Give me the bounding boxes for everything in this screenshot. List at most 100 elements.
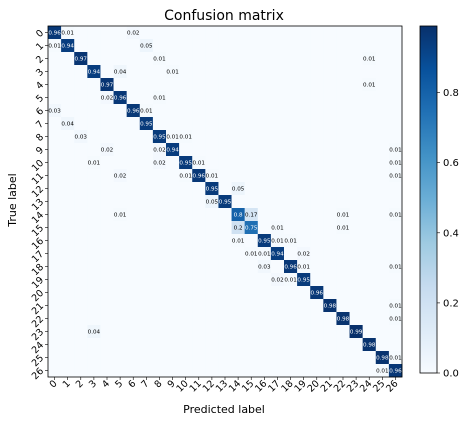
matrix-cell (297, 312, 311, 326)
matrix-cell (231, 52, 245, 66)
matrix-cell (375, 65, 390, 79)
matrix-cell (126, 221, 141, 235)
matrix-cell (192, 286, 206, 300)
matrix-cell (166, 130, 180, 144)
cell-value-label: 0.95 (153, 135, 166, 141)
matrix-cell (218, 260, 232, 274)
matrix-cell (205, 169, 219, 183)
cell-value-label: 0.01 (389, 213, 402, 219)
matrix-cell (74, 312, 88, 326)
matrix-cell (323, 26, 337, 40)
cell-value-label: 0.95 (297, 278, 310, 284)
matrix-cell (362, 104, 377, 118)
matrix-cell (323, 182, 337, 196)
matrix-cell (310, 364, 324, 378)
cell-value-label: 0.01 (179, 174, 192, 180)
cell-value-label: 0.05 (140, 44, 153, 50)
matrix-cell (244, 312, 259, 326)
matrix-cell (74, 39, 88, 53)
matrix-cell (126, 130, 141, 144)
matrix-cell (388, 117, 403, 131)
matrix-cell (336, 182, 350, 196)
matrix-cell (362, 286, 377, 300)
matrix-cell (179, 221, 193, 235)
matrix-cell (139, 195, 154, 209)
matrix-cell (323, 91, 337, 105)
matrix-cell (74, 182, 88, 196)
matrix-cell (349, 351, 363, 365)
matrix-cell (375, 247, 390, 261)
matrix-cell (231, 195, 245, 209)
matrix-cell (257, 364, 272, 378)
cell-value-label: 0.03 (48, 109, 61, 115)
matrix-cell (113, 169, 127, 183)
matrix-cell (336, 143, 350, 157)
matrix-cell (100, 26, 114, 40)
cell-value-label: 0.04 (114, 70, 127, 76)
matrix-cell (48, 208, 62, 222)
matrix-cell (152, 338, 167, 352)
matrix-cell (375, 234, 390, 248)
matrix-cell (74, 156, 88, 170)
matrix-cell (48, 299, 62, 313)
matrix-cell (349, 26, 363, 40)
matrix-cell (244, 143, 259, 157)
cell-value-label: 0.01 (297, 265, 310, 271)
matrix-cell (323, 312, 337, 326)
matrix-cell (100, 364, 114, 378)
matrix-cell (270, 78, 285, 92)
matrix-cell (270, 351, 285, 365)
matrix-cell (192, 78, 206, 92)
matrix-cell (139, 104, 154, 118)
matrix-cell (231, 299, 245, 313)
matrix-cell (48, 156, 62, 170)
matrix-cell (270, 338, 285, 352)
matrix-cell (284, 156, 298, 170)
matrix-cell (297, 325, 311, 339)
matrix-cell (284, 325, 298, 339)
matrix-cell (179, 26, 193, 40)
matrix-cell (336, 78, 350, 92)
matrix-cell (375, 195, 390, 209)
matrix-cell (139, 338, 154, 352)
cell-value-label: 0.01 (271, 239, 284, 245)
matrix-cell (375, 364, 390, 378)
matrix-cell (231, 351, 245, 365)
matrix-cell (349, 91, 363, 105)
matrix-cell (362, 130, 377, 144)
matrix-cell (192, 208, 206, 222)
matrix-cell (388, 338, 403, 352)
matrix-cell (113, 286, 127, 300)
matrix-cell (205, 299, 219, 313)
matrix-cell (284, 234, 298, 248)
matrix-cell (100, 338, 114, 352)
matrix-cell (270, 273, 285, 287)
matrix-cell (48, 26, 62, 40)
matrix-cell (349, 247, 363, 261)
matrix-cell (231, 260, 245, 274)
matrix-cell (152, 221, 167, 235)
matrix-cell (375, 169, 390, 183)
matrix-cell (192, 299, 206, 313)
matrix-cell (218, 273, 232, 287)
matrix-cell (192, 104, 206, 118)
matrix-cell (126, 351, 141, 365)
matrix-cell (257, 273, 272, 287)
matrix-cell (192, 364, 206, 378)
matrix-cell (218, 182, 232, 196)
matrix-cell (362, 65, 377, 79)
cell-value-label: 0.94 (88, 70, 101, 76)
matrix-cell (231, 325, 245, 339)
matrix-cell (100, 260, 114, 274)
matrix-cell (205, 260, 219, 274)
matrix-cell (100, 195, 114, 209)
matrix-cell (297, 91, 311, 105)
matrix-cell (388, 195, 403, 209)
matrix-cell (113, 221, 127, 235)
matrix-cell (205, 39, 219, 53)
matrix-cell (244, 234, 259, 248)
matrix-cell (48, 351, 62, 365)
matrix-cell (192, 247, 206, 261)
cell-value-label: 0.95 (258, 239, 271, 245)
matrix-cell (113, 117, 127, 131)
